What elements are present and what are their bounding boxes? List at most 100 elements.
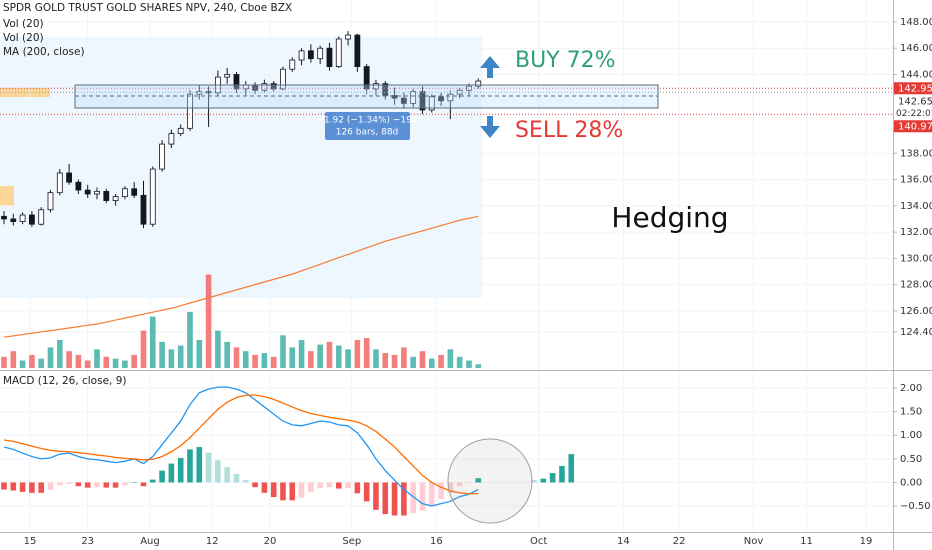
histogram-bar: [317, 482, 323, 489]
volume-bar: [66, 351, 72, 368]
candle-body: [1, 215, 7, 220]
histogram-bar: [84, 482, 91, 488]
histogram-bar: [298, 482, 305, 498]
candle-body: [140, 194, 147, 225]
histogram-bar: [438, 482, 444, 499]
candle-body: [326, 47, 333, 67]
histogram-bar: [196, 447, 203, 483]
candle-body: [307, 50, 314, 60]
volume-bar: [438, 354, 444, 368]
histogram-bar: [47, 482, 54, 490]
volume-bar: [29, 354, 35, 368]
histogram-bar: [1, 482, 7, 490]
histogram-bar: [149, 479, 156, 483]
up-arrow: [480, 56, 500, 78]
volume-bar: [140, 330, 147, 368]
volume-bar: [410, 356, 416, 368]
volume-bar: [252, 354, 258, 368]
candle-body: [373, 83, 379, 90]
candle-body: [363, 66, 370, 90]
candle-body: [317, 47, 324, 60]
candle-body: [280, 68, 286, 90]
histogram-bar: [410, 482, 416, 514]
candle-body: [103, 190, 110, 201]
histogram-bar: [373, 482, 379, 510]
measure-text: 126 bars, 88d: [336, 128, 399, 138]
histogram-bar: [187, 449, 193, 483]
histogram-bar: [10, 482, 17, 491]
volume-bar: [233, 347, 240, 368]
y-tick-label: 132.00: [900, 227, 932, 238]
candle-body: [19, 214, 26, 222]
candle-body: [121, 188, 128, 198]
macd-line: [3, 386, 479, 507]
histogram-bar: [345, 482, 351, 489]
histogram-bar: [233, 473, 240, 483]
volume-bar: [215, 330, 221, 368]
measure-text: −1.92 (−1.34%) −192: [316, 116, 417, 126]
candle-body: [112, 196, 119, 201]
x-tick-label: Sep: [342, 536, 361, 547]
candle-body: [354, 34, 361, 67]
histogram-bar: [382, 482, 389, 515]
x-tick-label: 11: [800, 536, 813, 547]
volume-bar: [428, 358, 435, 368]
x-tick-label: 20: [264, 536, 277, 547]
y-tick-label: 134.00: [900, 201, 932, 212]
candle-body: [47, 192, 54, 211]
volume-bar: [1, 356, 7, 368]
volume-bar: [308, 351, 314, 368]
legend-entry: MA (200, close): [3, 46, 85, 58]
histogram-bar: [559, 465, 565, 483]
volume-bar: [205, 274, 212, 368]
sell-label: SELL 28%: [515, 118, 623, 143]
histogram-bar: [56, 482, 63, 486]
histogram-bar: [326, 482, 333, 488]
histogram-bar: [261, 482, 268, 493]
candle-body: [391, 95, 398, 99]
candle-body: [159, 143, 165, 170]
candle-body: [94, 190, 100, 195]
histogram-bar: [38, 482, 44, 493]
histogram-bar: [66, 482, 72, 484]
candle-body: [187, 93, 193, 129]
candle-body: [196, 91, 203, 95]
candle-body: [131, 188, 138, 196]
candle-body: [270, 83, 277, 90]
x-tick-label: 19: [860, 536, 873, 547]
y-tick-label: 146.00: [900, 43, 932, 54]
candle-body: [75, 181, 82, 191]
histogram-bar: [270, 482, 277, 498]
volume-bar: [401, 347, 407, 368]
histogram-bar: [531, 480, 537, 483]
histogram-bar: [540, 478, 547, 483]
volume-bar: [289, 347, 296, 368]
y-tick-label: 136.00: [900, 175, 932, 186]
volume-bar: [122, 360, 128, 368]
ma-line: [3, 215, 479, 338]
x-tick-label: 22: [673, 536, 686, 547]
volume-bar: [168, 349, 175, 368]
volume-bar: [298, 339, 305, 368]
histogram-bar: [242, 480, 249, 483]
y-tick-label: 148.00: [900, 17, 932, 28]
volume-bar: [38, 358, 44, 368]
volume-bar: [19, 360, 26, 368]
histogram-bar: [94, 482, 100, 488]
histogram-bar: [112, 482, 119, 488]
y-tick-label: 130.00: [900, 253, 932, 264]
candle-body: [233, 74, 240, 90]
volume-bar: [84, 360, 91, 368]
histogram-bar: [168, 463, 175, 483]
volume-bar: [354, 339, 361, 368]
histogram-bar: [466, 482, 472, 483]
histogram-bar: [363, 482, 370, 502]
histogram-bar: [140, 482, 147, 487]
histogram-bar: [159, 470, 165, 483]
candle-body: [149, 168, 156, 225]
x-tick-label: 12: [206, 536, 219, 547]
histogram-bar: [401, 482, 407, 516]
volume-bar: [10, 351, 17, 368]
volume-bar: [196, 339, 203, 368]
candle-body: [410, 91, 417, 104]
